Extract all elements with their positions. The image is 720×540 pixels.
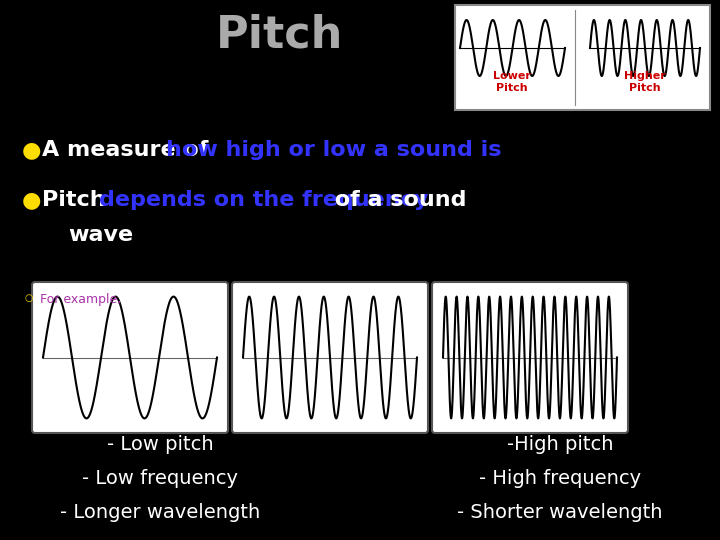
Text: - Low pitch: - Low pitch bbox=[107, 435, 213, 455]
Text: how high or low a sound is: how high or low a sound is bbox=[166, 140, 501, 160]
Text: ●: ● bbox=[22, 140, 41, 160]
Text: - Low frequency: - Low frequency bbox=[82, 469, 238, 488]
Text: ●: ● bbox=[22, 190, 41, 210]
Text: Pitch: Pitch bbox=[42, 190, 113, 210]
Text: -High pitch: -High pitch bbox=[507, 435, 613, 455]
FancyBboxPatch shape bbox=[32, 282, 228, 433]
Text: ○: ○ bbox=[24, 293, 33, 303]
Text: Higher
Pitch: Higher Pitch bbox=[624, 71, 666, 93]
FancyBboxPatch shape bbox=[232, 282, 428, 433]
Text: Lower
Pitch: Lower Pitch bbox=[493, 71, 531, 93]
Text: For example,: For example, bbox=[40, 293, 121, 306]
Text: - Shorter wavelength: - Shorter wavelength bbox=[457, 503, 662, 522]
Text: wave: wave bbox=[68, 225, 133, 245]
Text: - Longer wavelength: - Longer wavelength bbox=[60, 503, 260, 522]
Text: A measure of: A measure of bbox=[42, 140, 216, 160]
Text: - High frequency: - High frequency bbox=[479, 469, 641, 488]
Text: depends on the frequency: depends on the frequency bbox=[99, 190, 428, 210]
Text: Pitch: Pitch bbox=[216, 14, 343, 57]
Text: of a sound: of a sound bbox=[327, 190, 467, 210]
FancyBboxPatch shape bbox=[432, 282, 628, 433]
FancyBboxPatch shape bbox=[455, 5, 710, 110]
